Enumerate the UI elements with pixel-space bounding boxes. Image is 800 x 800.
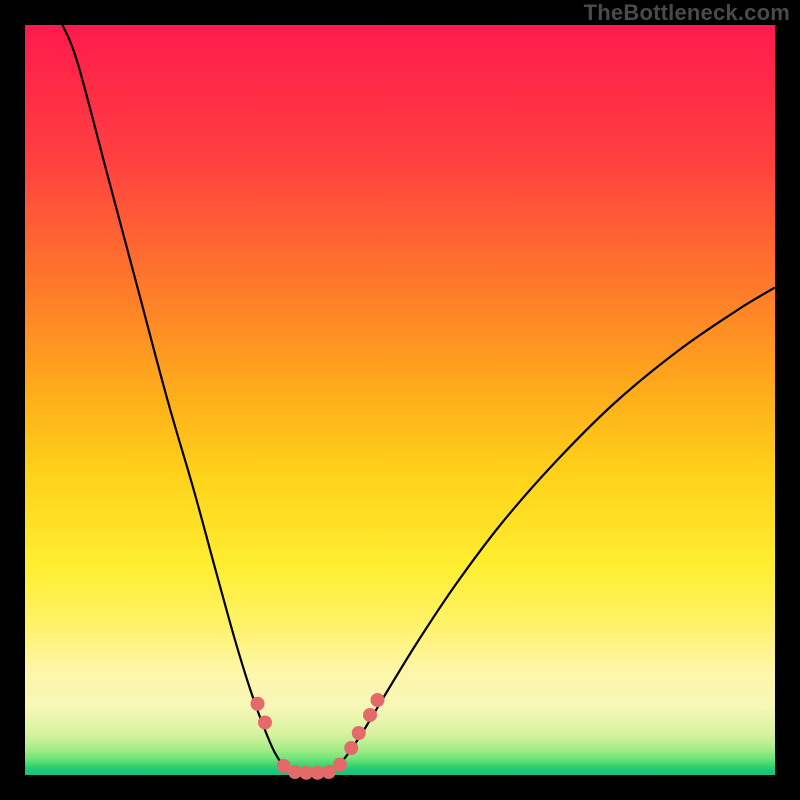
curve-marker (258, 716, 272, 730)
curve-markers (251, 693, 385, 780)
curve-marker (371, 693, 385, 707)
curve-marker (352, 726, 366, 740)
right-curve (325, 288, 775, 774)
chart-frame: TheBottleneck.com (0, 0, 800, 800)
watermark-text: TheBottleneck.com (584, 0, 790, 26)
curve-marker (363, 708, 377, 722)
curve-marker (344, 741, 358, 755)
left-curve (63, 25, 296, 774)
curve-marker (333, 758, 347, 772)
curve-layer (25, 25, 775, 775)
curve-marker (251, 697, 265, 711)
